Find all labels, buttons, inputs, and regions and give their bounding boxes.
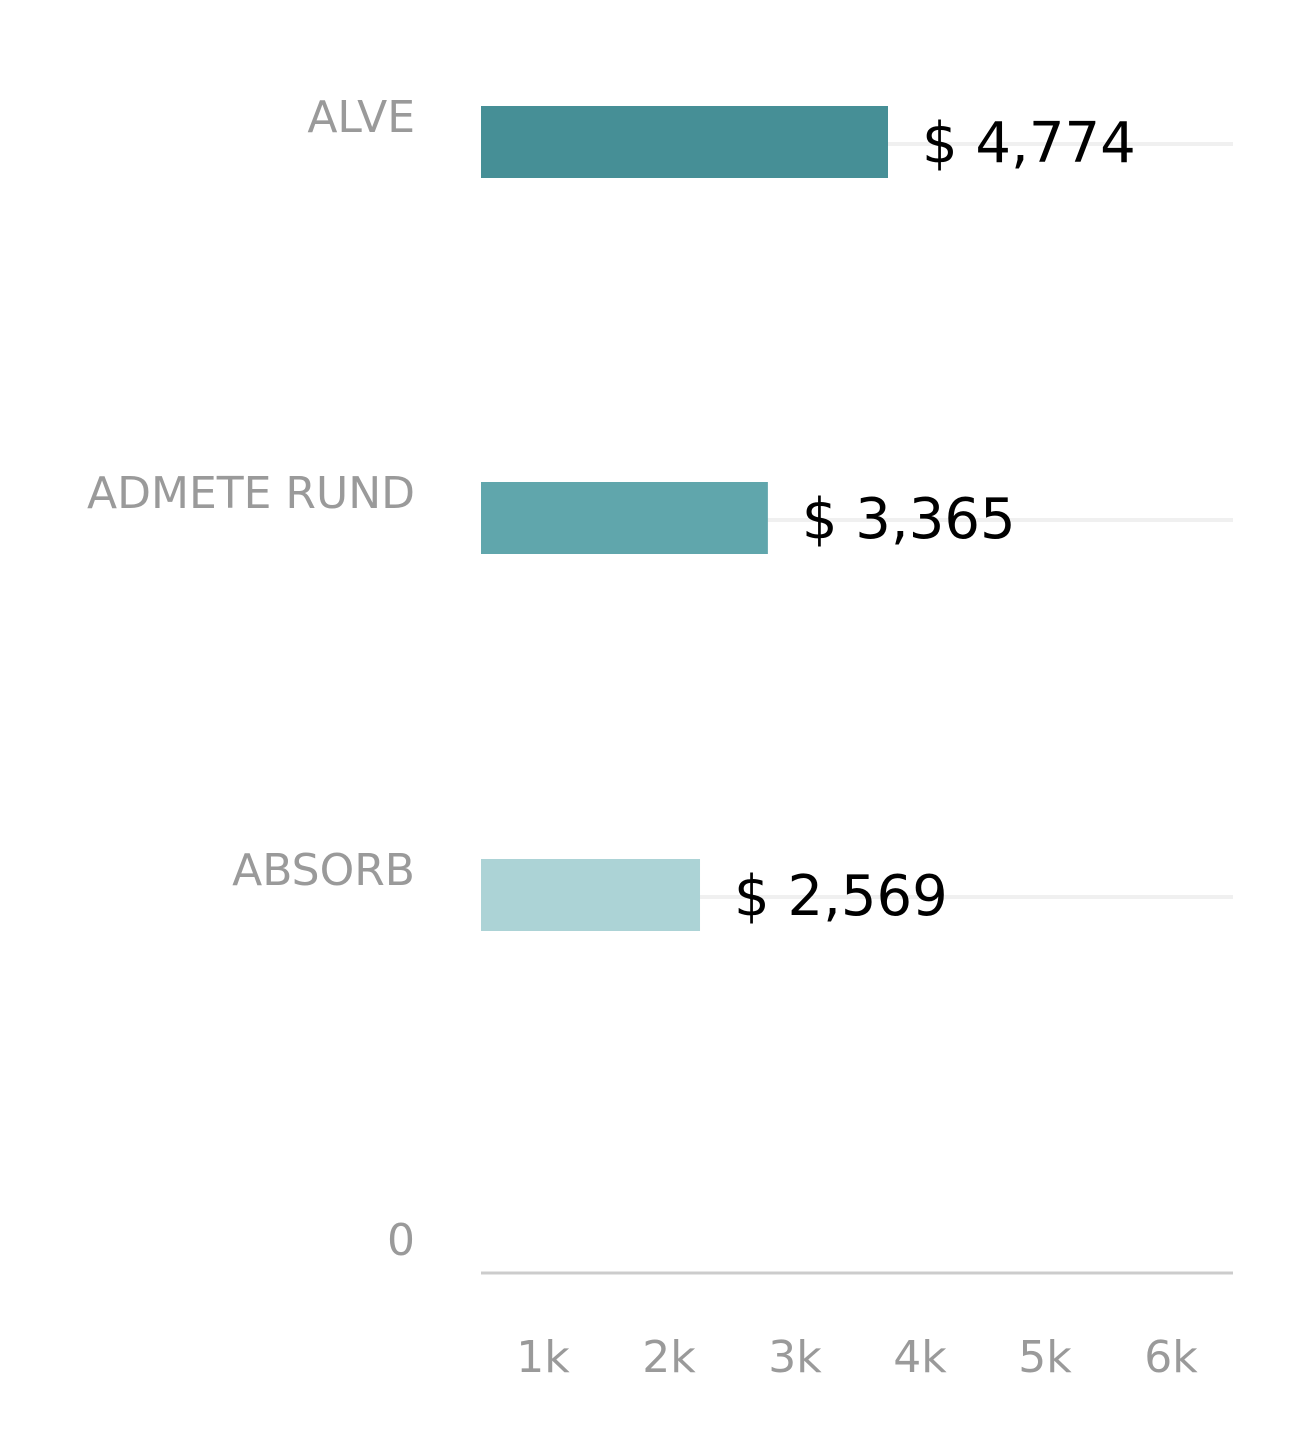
value-label: $ 3,365 [802, 487, 1016, 552]
value-label-layer: $ 4,774 $ 3,365 $ 2,569 [734, 111, 1136, 929]
x-tick-label: 4k [893, 1332, 947, 1383]
x-tick-label: 5k [1018, 1332, 1072, 1383]
category-label: ADMETE RUND [87, 468, 415, 519]
x-tick-label: 3k [768, 1332, 822, 1383]
category-label-layer: ALVE ADMETE RUND ABSORB 0 [87, 92, 415, 1266]
bar [481, 106, 888, 178]
category-label: ALVE [307, 92, 415, 143]
bar [481, 482, 768, 554]
x-tick-label: 2k [642, 1332, 696, 1383]
value-label: $ 2,569 [734, 864, 948, 929]
x-tick-label: 6k [1144, 1332, 1198, 1383]
bar-layer [481, 106, 888, 931]
x-tick-layer: 1k 2k 3k 4k 5k 6k [516, 1332, 1198, 1383]
bar [481, 859, 701, 931]
category-label: ABSORB [232, 845, 415, 896]
x-tick-label: 1k [516, 1332, 570, 1383]
value-label: $ 4,774 [922, 111, 1136, 176]
category-label: 0 [387, 1215, 415, 1266]
